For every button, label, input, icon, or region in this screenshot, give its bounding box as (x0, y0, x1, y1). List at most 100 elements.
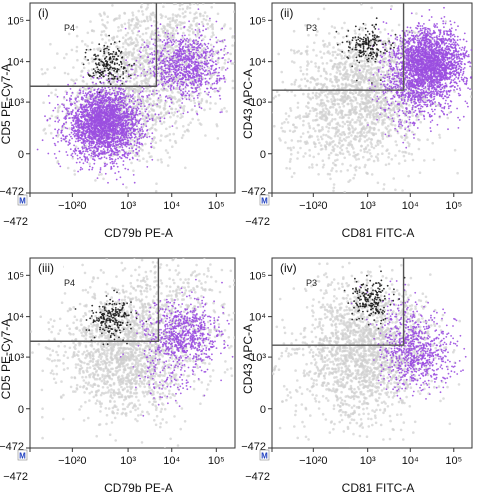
event-dot (72, 120, 75, 122)
event-dot (128, 98, 131, 101)
event-dot (90, 57, 94, 60)
event-dot (134, 133, 137, 136)
event-dot (204, 74, 206, 76)
event-dot (125, 95, 128, 97)
event-dot (151, 158, 154, 161)
event-dot (133, 24, 137, 27)
event-dot (78, 113, 81, 116)
event-dot (102, 11, 106, 14)
event-dot (70, 104, 72, 107)
event-dot (173, 76, 175, 79)
event-dot (137, 61, 140, 64)
event-dot (183, 38, 186, 41)
event-dot (117, 170, 120, 173)
event-dot (164, 31, 167, 34)
event-dot (73, 169, 76, 173)
event-dot (117, 130, 119, 133)
event-dot (104, 153, 106, 155)
event-dot (151, 117, 154, 120)
event-dot (126, 119, 128, 122)
event-dot (77, 99, 80, 103)
event-dot (151, 137, 154, 140)
event-dot (199, 14, 202, 18)
event-dot (195, 58, 198, 61)
event-dot (70, 135, 72, 138)
event-dot (80, 70, 83, 73)
event-dot (96, 149, 99, 151)
event-dot (171, 16, 175, 20)
event-dot (107, 111, 110, 113)
event-dot (89, 114, 91, 116)
event-dot (49, 117, 52, 120)
event-dot (136, 106, 139, 109)
event-dot (134, 64, 137, 67)
event-dot (84, 124, 86, 127)
event-dot (77, 132, 79, 135)
event-dot (109, 117, 112, 119)
event-dot (89, 87, 93, 91)
event-dot (221, 40, 224, 42)
event-dot (127, 69, 130, 73)
event-dot (76, 135, 79, 137)
event-dot (121, 36, 125, 39)
event-dot (223, 59, 227, 62)
event-dot (118, 140, 120, 143)
event-dot (52, 109, 55, 112)
event-dot (220, 68, 224, 71)
event-dot (70, 122, 73, 124)
event-dot (137, 74, 139, 77)
event-dot (186, 46, 189, 49)
event-dot (122, 131, 124, 134)
event-dot (164, 47, 167, 50)
event-dot (141, 114, 144, 117)
event-dot (148, 110, 151, 113)
event-dot (222, 66, 225, 69)
event-dot (160, 80, 164, 83)
event-dot (102, 148, 105, 151)
event-dot (59, 165, 62, 168)
event-dot (151, 108, 154, 112)
event-dot (93, 149, 95, 152)
event-dot (77, 96, 79, 98)
event-dot (89, 109, 92, 112)
event-dot (161, 49, 164, 52)
event-dot (111, 158, 114, 161)
event-dot (209, 43, 213, 47)
event-dot (125, 156, 127, 159)
event-dot (210, 53, 213, 55)
event-dot (67, 32, 71, 36)
event-dot (135, 59, 138, 62)
event-dot (170, 62, 173, 65)
event-dot (118, 108, 120, 111)
event-dot (195, 11, 198, 14)
event-dot (68, 107, 70, 110)
event-dot (54, 128, 56, 131)
event-dot (84, 88, 88, 91)
event-dot (140, 5, 143, 8)
event-dot (115, 104, 118, 106)
event-dot (177, 59, 180, 62)
event-dot (107, 104, 110, 106)
event-dot (178, 88, 181, 91)
event-dot (202, 17, 206, 21)
event-dot (159, 67, 162, 69)
event-dot (120, 107, 122, 110)
event-dot (82, 162, 85, 165)
event-dot (89, 77, 93, 80)
event-dot (199, 68, 201, 71)
event-dot (90, 101, 92, 104)
event-dot (230, 62, 234, 65)
event-dot (196, 94, 199, 97)
event-dot (213, 87, 216, 90)
event-dot (215, 20, 218, 23)
event-dot (136, 41, 139, 44)
event-dot (135, 132, 139, 135)
event-dot (189, 99, 193, 102)
event-dot (122, 125, 125, 128)
event-dot (185, 46, 187, 49)
event-dot (170, 111, 174, 115)
event-dot (199, 123, 203, 126)
event-dot (114, 83, 117, 86)
event-dot (166, 35, 169, 38)
event-dot (141, 10, 144, 13)
